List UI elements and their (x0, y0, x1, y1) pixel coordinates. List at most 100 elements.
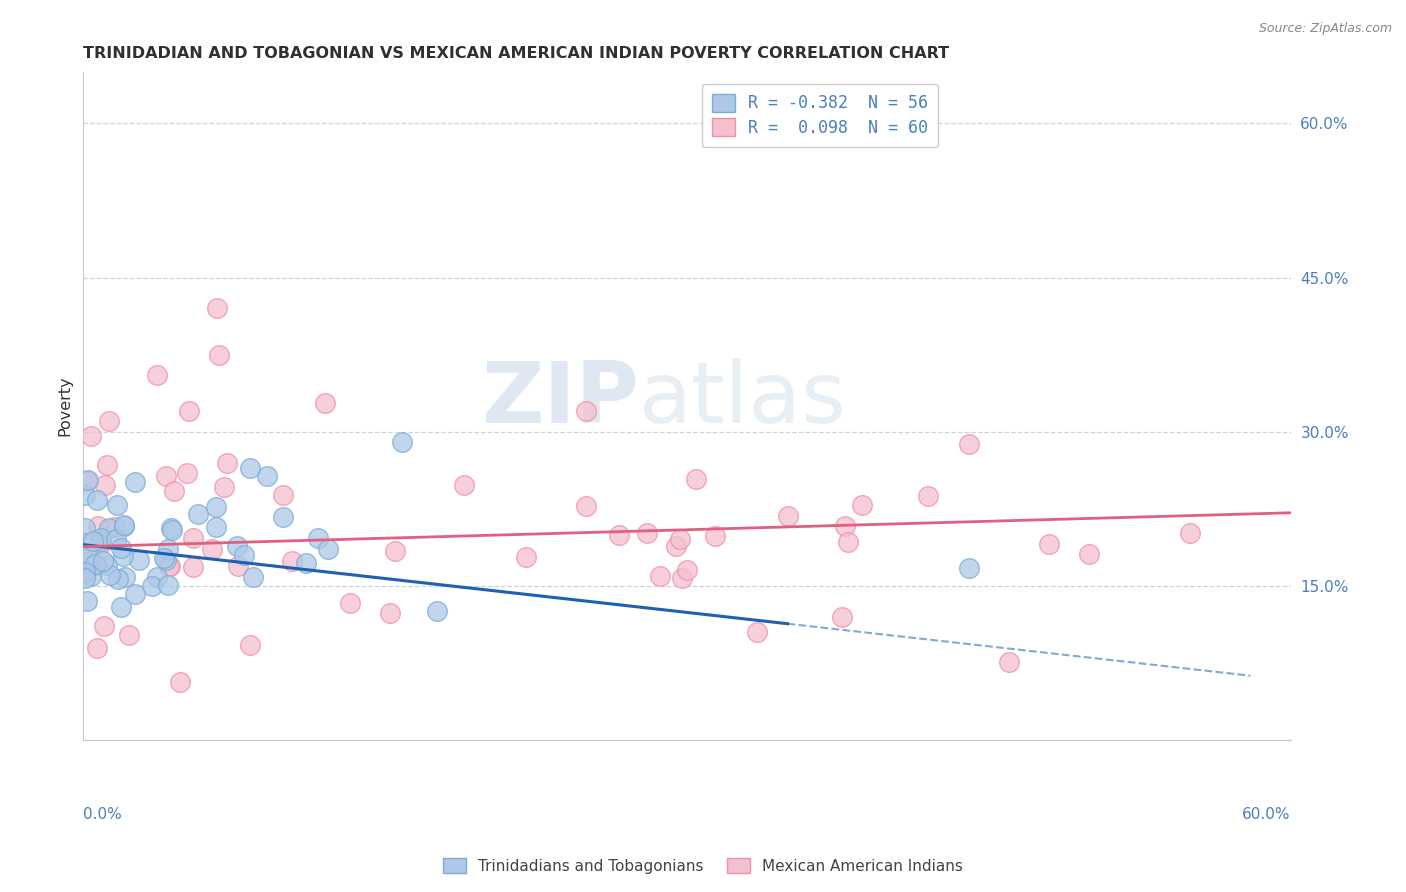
Point (160, 523, 183, 537)
Point (391, 434, 413, 449)
Point (704, 529, 727, 543)
Point (157, 578, 180, 592)
Point (226, 539, 249, 553)
Point (747, 624, 769, 639)
Point (176, 466, 198, 480)
Point (94, 478, 117, 492)
Text: Source: ZipAtlas.com: Source: ZipAtlas.com (1258, 22, 1392, 36)
Point (96, 458, 118, 472)
Point (76, 474, 98, 488)
Point (111, 549, 134, 563)
Point (110, 541, 132, 555)
Point (153, 550, 176, 565)
Point (145, 368, 167, 383)
Point (84, 558, 107, 573)
Point (98, 568, 121, 582)
Point (834, 519, 856, 533)
Point (1178, 525, 1201, 540)
Point (118, 628, 141, 642)
Point (676, 564, 699, 578)
Point (212, 480, 235, 494)
Point (82, 533, 104, 548)
Point (671, 571, 693, 585)
Point (93, 619, 115, 633)
Point (75, 521, 97, 535)
Point (76, 593, 98, 607)
Point (86, 640, 108, 655)
Text: 60.0%: 60.0% (1241, 806, 1291, 822)
Point (575, 499, 598, 513)
Point (80, 569, 103, 583)
Point (1078, 547, 1101, 561)
Point (636, 525, 658, 540)
Point (86, 492, 108, 507)
Point (84, 558, 107, 573)
Point (183, 559, 205, 574)
Point (80, 429, 103, 443)
Point (957, 437, 980, 451)
Point (107, 572, 129, 586)
Point (79, 553, 101, 567)
Point (146, 569, 169, 583)
Point (208, 348, 231, 362)
Point (97, 521, 120, 535)
Point (957, 561, 980, 575)
Point (242, 570, 264, 584)
Point (155, 468, 177, 483)
Point (157, 559, 180, 574)
Point (1038, 536, 1060, 550)
Point (87, 519, 110, 533)
Point (77, 549, 100, 563)
Point (162, 483, 184, 498)
Point (998, 655, 1021, 669)
Point (98, 414, 121, 428)
Point (851, 498, 873, 512)
Point (124, 587, 146, 601)
Point (128, 552, 150, 566)
Point (77, 474, 100, 488)
Point (112, 518, 135, 533)
Point (575, 404, 598, 418)
Point (426, 604, 449, 618)
Point (648, 568, 671, 582)
Point (205, 500, 228, 514)
Point (665, 539, 688, 553)
Legend: R = -0.382  N = 56, R =  0.098  N = 60: R = -0.382 N = 56, R = 0.098 N = 60 (702, 84, 938, 147)
Point (607, 528, 630, 542)
Y-axis label: Poverty: Poverty (58, 376, 72, 436)
Point (187, 507, 209, 521)
Point (84, 557, 107, 571)
Point (776, 509, 799, 524)
Point (169, 674, 191, 689)
Point (75, 571, 97, 585)
Point (104, 520, 127, 534)
Point (155, 553, 177, 567)
Point (75, 566, 97, 580)
Point (159, 559, 181, 574)
Point (295, 556, 318, 570)
Point (90, 534, 112, 549)
Point (307, 531, 329, 545)
Text: TRINIDADIAN AND TOBAGONIAN VS MEXICAN AMERICAN INDIAN POVERTY CORRELATION CHART: TRINIDADIAN AND TOBAGONIAN VS MEXICAN AM… (83, 46, 949, 62)
Point (837, 535, 859, 549)
Point (110, 599, 132, 614)
Point (93, 553, 115, 567)
Legend: Trinidadians and Tobagonians, Mexican American Indians: Trinidadians and Tobagonians, Mexican Am… (437, 852, 969, 880)
Point (207, 301, 229, 316)
Point (77, 550, 100, 565)
Point (314, 396, 336, 410)
Point (75, 536, 97, 550)
Point (104, 532, 127, 546)
Point (339, 596, 361, 610)
Point (75, 487, 97, 501)
Point (90, 537, 112, 551)
Point (233, 548, 256, 562)
Point (685, 472, 707, 486)
Point (316, 542, 339, 557)
Point (515, 549, 537, 564)
Point (201, 541, 224, 556)
Point (96, 558, 118, 572)
Point (271, 487, 294, 501)
Point (181, 532, 204, 546)
Point (114, 569, 136, 583)
